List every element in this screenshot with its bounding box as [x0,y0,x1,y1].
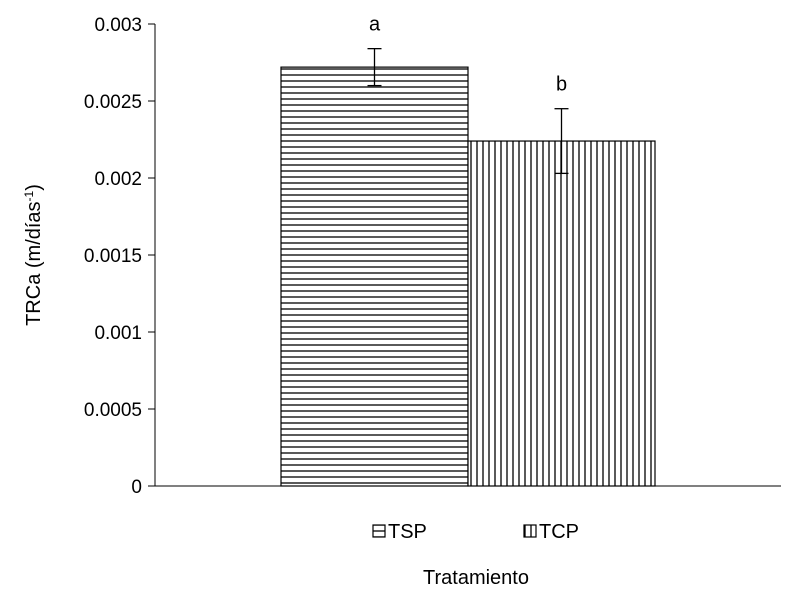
y-tick-label: 0.0015 [84,246,142,267]
y-tick-label: 0 [131,477,142,498]
bars-group [280,66,656,487]
bar-tcp [467,140,656,487]
significance-label-tcp: b [556,74,567,96]
legend-label-tsp: TSP [388,521,427,543]
legend-swatch-tcp [523,524,537,538]
significance-label-tsp: a [369,14,381,36]
error-bars-group [367,47,569,175]
legend-label-tcp: TCP [539,521,579,543]
y-tick-label: 0.0025 [84,92,142,113]
y-tick-label: 0.001 [94,323,142,344]
y-axis-title: TRCa (m/días-1) [22,184,45,326]
x-axis-title: Tratamiento [423,567,529,589]
y-tick-label: 0.0005 [84,400,142,421]
legend-swatch-tsp [372,524,386,538]
y-tick-label: 0.003 [94,15,142,36]
y-axis-ticks: 0 0.0005 0.001 0.0015 0.002 0.0025 0.003 [84,15,155,498]
bar-tsp [280,66,469,487]
y-tick-label: 0.002 [94,169,142,190]
legend: TSP TCP [372,521,579,543]
significance-labels-group: ab [369,14,567,96]
